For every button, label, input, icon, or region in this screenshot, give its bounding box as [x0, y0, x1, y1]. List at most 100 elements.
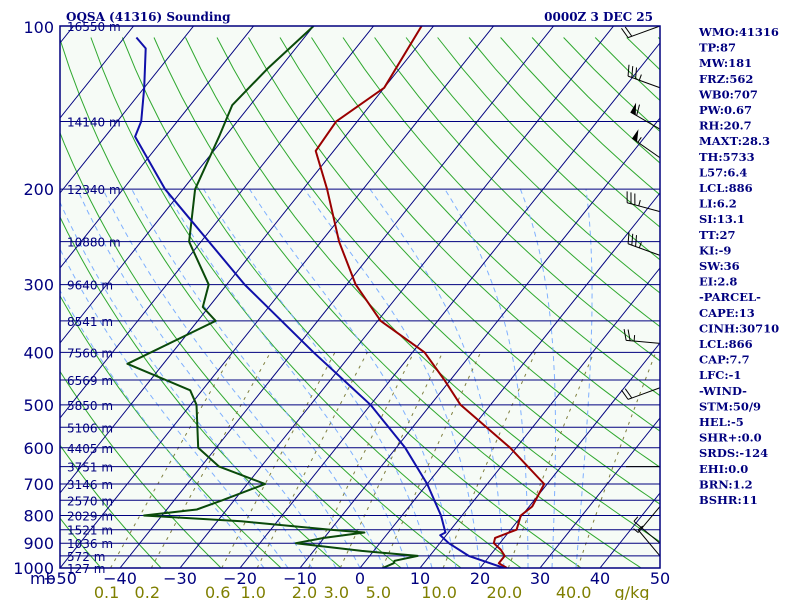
- index-label: WMO:41316: [698, 25, 779, 39]
- moist-adiabat-line: [164, 188, 409, 568]
- height-label: 3146 m: [67, 478, 113, 492]
- index-label: TP:87: [699, 41, 736, 55]
- dry-adiabat-line: [248, 37, 660, 468]
- plot-background: [60, 26, 660, 568]
- pressure-tick-label: 400: [23, 343, 54, 362]
- wind-barb-staff: [627, 202, 661, 213]
- mixing-ratio-tick-label: 10.0: [421, 583, 457, 600]
- height-label: 9640 m: [67, 279, 113, 293]
- isotherm-line: [119, 26, 554, 568]
- pressure-unit-label: mb: [30, 569, 56, 588]
- mixing-ratio-unit-label: g/kg: [615, 583, 650, 600]
- index-label: PW:0.67: [699, 103, 752, 117]
- wind-barb: [627, 64, 661, 89]
- wind-barb-staff: [627, 243, 661, 256]
- height-label: 14140 m: [67, 115, 121, 129]
- wind-barb-full: [635, 235, 638, 247]
- height-label: 2570 m: [67, 494, 113, 508]
- moist-adiabat-line: [249, 188, 457, 568]
- height-label: 1521 m: [67, 524, 113, 538]
- index-label: RH:20.7: [699, 119, 752, 133]
- mixing-ratio-tick-label: 0.2: [135, 583, 160, 600]
- dry-adiabat-line: [60, 131, 402, 568]
- mixing-ratio-tick-label: 0.6: [205, 583, 230, 600]
- isotherm-line: [60, 26, 194, 194]
- chart-valid-time: 0000Z 3 DEC 25: [544, 10, 653, 24]
- temperature-tick-label: −10: [283, 569, 317, 588]
- wind-barb-half: [638, 199, 641, 207]
- isotherm-line: [0, 26, 14, 568]
- temperature-tick-label: 20: [470, 569, 490, 588]
- dry-adiabat-line: [153, 37, 643, 568]
- index-label: BSHR:11: [699, 493, 758, 507]
- isotherm-line: [539, 417, 660, 568]
- index-label: LCL:866: [699, 337, 753, 351]
- isotherm-line: [419, 267, 660, 568]
- height-label: 2029 m: [67, 509, 113, 523]
- wind-barb: [621, 387, 661, 400]
- height-label: 127 m: [67, 562, 105, 576]
- index-label: SW:36: [699, 259, 740, 273]
- dewpoint-profile: [126, 26, 419, 568]
- index-label: KI:-9: [699, 243, 731, 257]
- dry-adiabat-line: [374, 37, 660, 328]
- wind-barb-full: [623, 329, 627, 341]
- isotherm-line: [60, 26, 434, 494]
- dry-adiabat-line: [311, 37, 660, 397]
- index-label: HEL:-5: [699, 415, 744, 429]
- temperature-tick-label: 10: [410, 569, 430, 588]
- mixing-ratio-tick-label: 20.0: [487, 583, 523, 600]
- height-label: 16550 m: [67, 20, 121, 34]
- wind-barb-half: [637, 137, 642, 143]
- wind-barb-full: [631, 66, 634, 78]
- wind-barb-full: [621, 389, 629, 400]
- wind-barb-half: [637, 525, 644, 531]
- isotherm-line: [299, 117, 660, 568]
- pressure-tick-label: 200: [23, 180, 54, 199]
- wind-barb-staff: [626, 339, 661, 344]
- isotherm-line: [239, 42, 660, 568]
- index-label: CAP:7.7: [699, 353, 750, 367]
- wind-barb: [627, 232, 661, 256]
- dry-adiabat-line: [437, 37, 660, 261]
- pressure-tick-label: 700: [23, 475, 54, 494]
- mixing-ratio-tick-label: 3.0: [324, 583, 349, 600]
- dry-adiabat-line: [185, 37, 660, 543]
- dry-adiabat-line: [60, 294, 282, 568]
- index-label: MW:181: [699, 56, 752, 70]
- temperature-profile: [314, 26, 546, 568]
- temperature-tick-label: −20: [223, 569, 257, 588]
- isotherm-line: [479, 342, 660, 568]
- wind-barb: [631, 129, 661, 159]
- wind-barb: [626, 191, 661, 213]
- isotherm-line: [60, 26, 314, 344]
- wind-barb: [630, 102, 661, 130]
- wind-barb-staff: [630, 111, 661, 130]
- wind-barb-full: [627, 64, 630, 77]
- height-label: 5106 m: [67, 421, 113, 435]
- wind-barb-full: [627, 232, 630, 244]
- height-label: 5850 m: [67, 399, 113, 413]
- index-label: WB0:707: [698, 87, 758, 101]
- isotherm-line: [60, 26, 374, 419]
- pressure-tick-label: 100: [23, 18, 54, 37]
- mixing-ratio-tick-label: 40.0: [556, 583, 592, 600]
- isotherm-line: [60, 26, 254, 269]
- index-label: BRN:1.2: [699, 477, 753, 491]
- dry-adiabat-line: [60, 517, 102, 568]
- temperature-tick-label: −30: [163, 569, 197, 588]
- wind-barb: [633, 516, 661, 544]
- index-label: SI:13.1: [699, 212, 745, 226]
- index-label: EHI:0.0: [699, 462, 748, 476]
- index-label: -WIND-: [699, 384, 747, 398]
- wind-barb-staff: [627, 25, 661, 39]
- height-label: 7560 m: [67, 346, 113, 360]
- height-label: 3751 m: [67, 461, 113, 475]
- index-label: TT:27: [699, 228, 736, 242]
- pressure-tick-label: 900: [23, 534, 54, 553]
- wind-barb-staff: [627, 75, 661, 89]
- index-label: LCL:886: [699, 181, 753, 195]
- pressure-tick-label: 800: [23, 506, 54, 525]
